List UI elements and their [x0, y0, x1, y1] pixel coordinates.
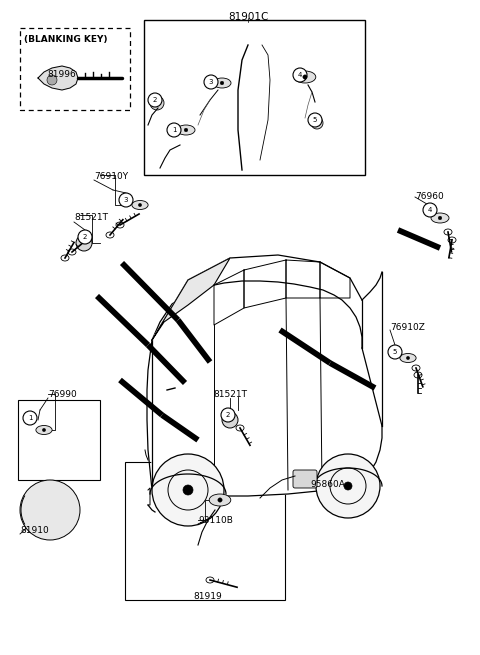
Text: 81919: 81919 — [193, 592, 222, 601]
Circle shape — [47, 75, 57, 85]
Circle shape — [407, 356, 409, 360]
Circle shape — [76, 235, 92, 251]
Text: 81996: 81996 — [48, 70, 76, 79]
Circle shape — [148, 93, 162, 107]
Circle shape — [138, 204, 142, 206]
Circle shape — [119, 193, 133, 207]
Bar — [20, 28, 130, 110]
Circle shape — [42, 428, 46, 432]
Text: 95860A: 95860A — [310, 480, 345, 489]
Circle shape — [316, 454, 380, 518]
Circle shape — [204, 75, 218, 89]
Ellipse shape — [294, 71, 316, 83]
Circle shape — [222, 412, 238, 428]
Text: 81901C: 81901C — [228, 12, 268, 22]
Text: 3: 3 — [209, 79, 213, 85]
Circle shape — [388, 345, 402, 359]
Circle shape — [150, 96, 164, 110]
Circle shape — [220, 81, 224, 84]
Polygon shape — [152, 258, 230, 340]
Circle shape — [308, 113, 322, 127]
Polygon shape — [38, 66, 78, 90]
Circle shape — [184, 128, 188, 132]
Ellipse shape — [209, 494, 231, 506]
Ellipse shape — [431, 213, 449, 223]
Text: (BLANKING KEY): (BLANKING KEY) — [24, 35, 108, 44]
Polygon shape — [150, 474, 226, 496]
Text: 76910Y: 76910Y — [94, 172, 128, 181]
Text: 81521T: 81521T — [74, 213, 108, 222]
Circle shape — [438, 216, 442, 220]
Circle shape — [221, 408, 235, 422]
Bar — [125, 462, 285, 600]
Circle shape — [20, 480, 80, 540]
Circle shape — [218, 498, 222, 502]
Text: 81521T: 81521T — [213, 390, 247, 399]
Text: 4: 4 — [298, 72, 302, 78]
Text: 2: 2 — [83, 234, 87, 240]
Text: 2: 2 — [153, 97, 157, 103]
Circle shape — [311, 117, 323, 129]
Circle shape — [152, 454, 224, 526]
Ellipse shape — [132, 200, 148, 210]
Text: 4: 4 — [428, 207, 432, 213]
Text: 2: 2 — [226, 412, 230, 418]
Circle shape — [183, 485, 193, 495]
Polygon shape — [152, 255, 382, 340]
Text: 5: 5 — [313, 117, 317, 123]
Circle shape — [303, 75, 307, 79]
Circle shape — [23, 411, 37, 425]
Bar — [18, 400, 100, 480]
Ellipse shape — [400, 354, 416, 362]
Ellipse shape — [36, 426, 52, 434]
Bar — [144, 20, 365, 175]
Text: 93110B: 93110B — [198, 516, 233, 525]
Text: 1: 1 — [172, 127, 176, 133]
FancyBboxPatch shape — [293, 470, 317, 488]
Text: 1: 1 — [28, 415, 32, 421]
Ellipse shape — [213, 78, 231, 88]
Circle shape — [78, 230, 92, 244]
Circle shape — [423, 203, 437, 217]
Circle shape — [344, 482, 352, 490]
Text: 5: 5 — [393, 349, 397, 355]
Circle shape — [167, 123, 181, 137]
Text: 81910: 81910 — [20, 526, 49, 535]
Circle shape — [293, 68, 307, 82]
Text: 3: 3 — [124, 197, 128, 203]
Polygon shape — [152, 281, 382, 496]
Text: 76960: 76960 — [415, 192, 444, 201]
Text: 76990: 76990 — [48, 390, 77, 399]
Ellipse shape — [177, 125, 195, 135]
Text: 76910Z: 76910Z — [390, 323, 425, 332]
